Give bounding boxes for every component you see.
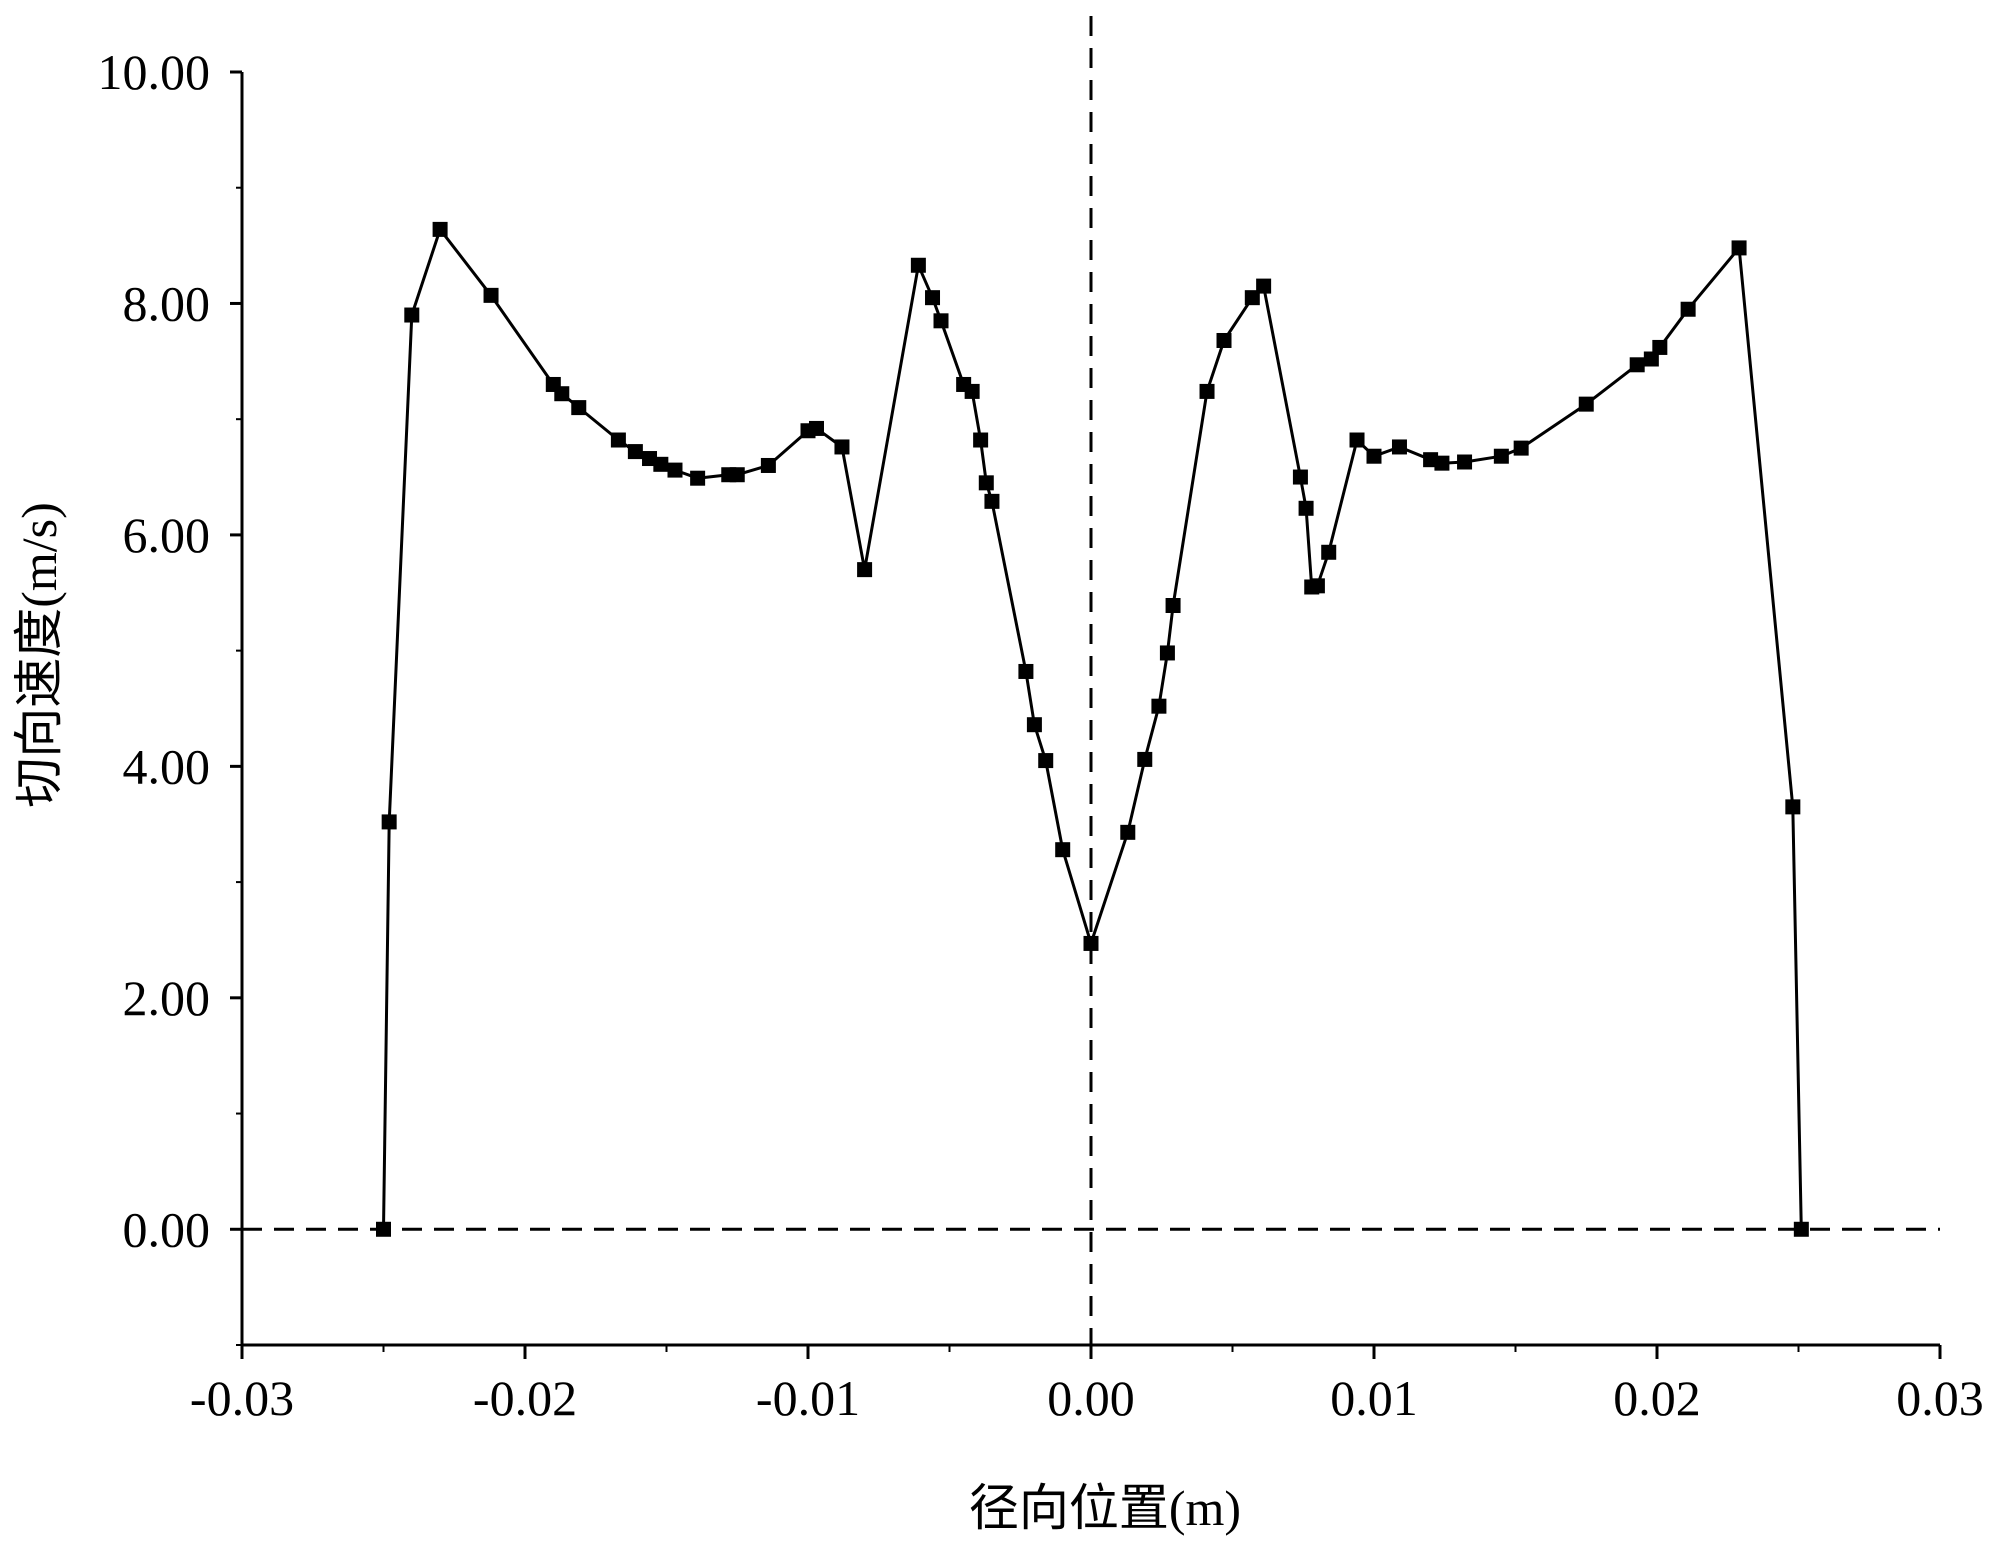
data-point xyxy=(1423,452,1439,468)
x-tick-label: -0.02 xyxy=(473,1370,577,1426)
data-point xyxy=(432,221,448,237)
x-tick-label: -0.03 xyxy=(190,1370,294,1426)
data-point xyxy=(1120,824,1136,840)
data-point xyxy=(1366,448,1382,464)
data-point xyxy=(1434,455,1450,471)
x-axis-title: 径向位置(m) xyxy=(969,1480,1241,1536)
data-point xyxy=(1026,717,1042,733)
data-point xyxy=(925,290,941,306)
y-tick-label: 0.00 xyxy=(123,1201,211,1257)
data-point xyxy=(1680,301,1696,317)
data-point xyxy=(1513,440,1529,456)
data-point xyxy=(760,457,776,473)
data-point xyxy=(1083,935,1099,951)
data-point xyxy=(1321,544,1337,560)
data-point xyxy=(1785,799,1801,815)
data-point xyxy=(483,287,499,303)
data-point xyxy=(1298,500,1314,516)
data-point xyxy=(978,475,994,491)
data-point xyxy=(1244,290,1260,306)
data-point xyxy=(1151,698,1167,714)
data-point xyxy=(1578,396,1594,412)
data-point xyxy=(627,444,643,460)
data-point xyxy=(404,307,420,323)
x-tick-label: -0.01 xyxy=(756,1370,860,1426)
data-point xyxy=(910,257,926,273)
data-point xyxy=(1137,751,1153,767)
data-point xyxy=(653,456,669,472)
data-point xyxy=(1038,753,1054,769)
data-point xyxy=(690,470,706,486)
data-point xyxy=(1159,645,1175,661)
data-point xyxy=(1457,454,1473,470)
data-point xyxy=(984,493,1000,509)
data-point xyxy=(808,420,824,436)
data-point xyxy=(964,383,980,399)
data-point xyxy=(1199,383,1215,399)
y-tick-label: 4.00 xyxy=(123,738,211,794)
data-point xyxy=(857,562,873,578)
data-point xyxy=(1493,448,1509,464)
data-point xyxy=(1216,332,1232,348)
data-point xyxy=(729,467,745,483)
data-point xyxy=(376,1221,391,1237)
data-point xyxy=(1055,842,1071,858)
reference-lines xyxy=(242,16,1940,1345)
y-tick-label: 2.00 xyxy=(123,970,211,1026)
data-point xyxy=(1731,240,1747,256)
x-tick-label: 0.00 xyxy=(1047,1370,1135,1426)
data-point xyxy=(1643,351,1659,367)
y-tick-label: 8.00 xyxy=(123,275,211,331)
x-tick-label: 0.01 xyxy=(1330,1370,1418,1426)
x-tick-label: 0.02 xyxy=(1613,1370,1701,1426)
data-point xyxy=(1256,278,1272,294)
data-point xyxy=(1018,663,1034,679)
data-point xyxy=(381,814,397,830)
y-axis-title: 切向速度(m/s) xyxy=(11,502,67,808)
data-point xyxy=(1292,469,1308,485)
data-point xyxy=(933,313,949,329)
data-point xyxy=(554,386,570,402)
data-point xyxy=(610,432,626,448)
x-tick-label: 0.03 xyxy=(1896,1370,1984,1426)
data-point xyxy=(1652,339,1668,355)
data-point xyxy=(1165,598,1181,614)
y-tick-label: 6.00 xyxy=(123,507,211,563)
data-point xyxy=(642,451,658,467)
data-point xyxy=(1349,432,1365,448)
y-tick-label: 10.00 xyxy=(98,44,211,100)
data-point xyxy=(571,400,587,416)
data-point xyxy=(1629,357,1645,373)
axis-ticks: 0.00 2.00 4.00 6.00 8.00 10.00 -0.03 -0.02 -0.01… xyxy=(98,44,1984,1426)
data-point xyxy=(973,432,989,448)
data-point xyxy=(667,462,683,478)
series-layer xyxy=(376,221,1809,1237)
data-point xyxy=(1793,1221,1809,1237)
data-point xyxy=(1309,578,1325,594)
data-point xyxy=(1391,439,1407,455)
data-point xyxy=(834,439,850,455)
